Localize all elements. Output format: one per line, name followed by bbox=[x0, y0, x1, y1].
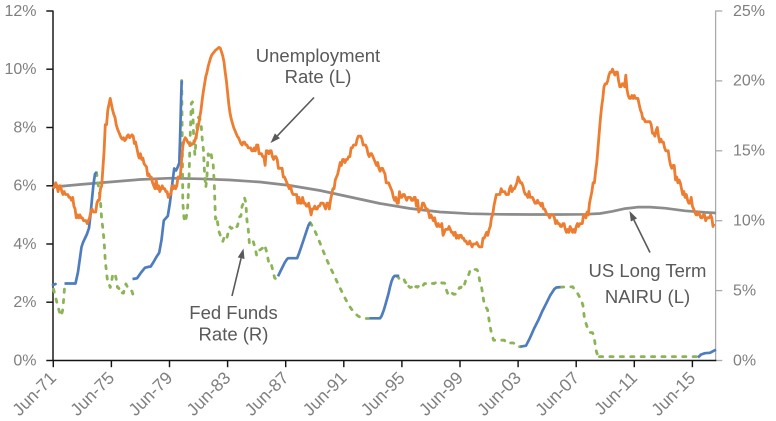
svg-text:Rate (L): Rate (L) bbox=[285, 66, 352, 87]
svg-text:12%: 12% bbox=[4, 3, 36, 20]
svg-text:25%: 25% bbox=[733, 3, 765, 20]
svg-text:0%: 0% bbox=[13, 352, 36, 369]
svg-text:10%: 10% bbox=[4, 61, 36, 78]
svg-text:2%: 2% bbox=[13, 294, 36, 311]
svg-text:15%: 15% bbox=[733, 143, 765, 160]
svg-text:8%: 8% bbox=[13, 119, 36, 136]
svg-text:20%: 20% bbox=[733, 73, 765, 90]
svg-text:10%: 10% bbox=[733, 213, 765, 230]
svg-text:4%: 4% bbox=[13, 236, 36, 253]
svg-text:Unemployment: Unemployment bbox=[256, 45, 380, 66]
svg-text:0%: 0% bbox=[733, 352, 756, 369]
svg-text:NAIRU (L): NAIRU (L) bbox=[605, 286, 690, 307]
svg-text:Rate (R): Rate (R) bbox=[199, 324, 269, 345]
svg-text:5%: 5% bbox=[733, 282, 756, 299]
svg-text:US Long Term: US Long Term bbox=[589, 260, 707, 281]
svg-text:6%: 6% bbox=[13, 178, 36, 195]
svg-text:Fed Funds: Fed Funds bbox=[189, 302, 277, 323]
